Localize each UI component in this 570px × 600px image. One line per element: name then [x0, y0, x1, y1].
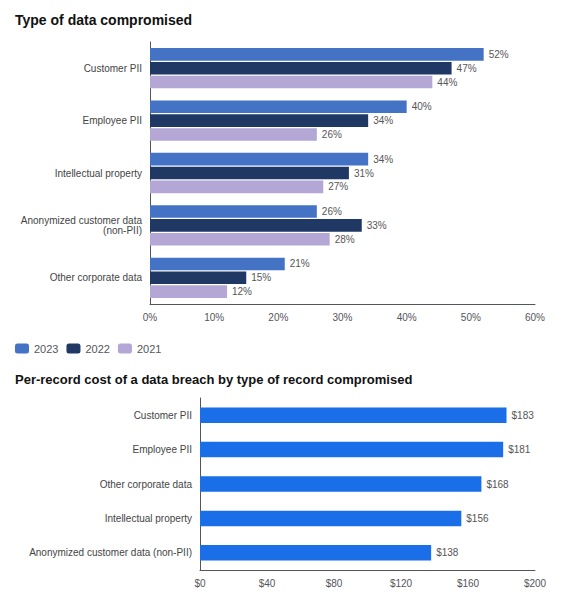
- svg-text:26%: 26%: [322, 206, 342, 217]
- svg-text:44%: 44%: [437, 77, 457, 88]
- svg-text:Other corporate data: Other corporate data: [100, 479, 193, 490]
- svg-text:50%: 50%: [461, 312, 481, 323]
- svg-text:12%: 12%: [232, 286, 252, 297]
- svg-text:$183: $183: [512, 410, 535, 421]
- svg-text:34%: 34%: [373, 115, 393, 126]
- svg-text:Intellectual property: Intellectual property: [55, 168, 142, 179]
- svg-text:Employee PII: Employee PII: [83, 115, 142, 126]
- svg-text:40%: 40%: [397, 312, 417, 323]
- svg-text:31%: 31%: [354, 168, 374, 179]
- svg-text:Customer PII: Customer PII: [84, 63, 142, 74]
- svg-text:$200: $200: [524, 578, 547, 589]
- svg-text:26%: 26%: [322, 129, 342, 140]
- svg-text:$181: $181: [508, 444, 531, 455]
- svg-text:34%: 34%: [373, 154, 393, 165]
- svg-text:28%: 28%: [335, 234, 355, 245]
- svg-text:Other corporate data: Other corporate data: [50, 272, 143, 283]
- svg-text:Anonymized customer data: Anonymized customer data: [20, 214, 142, 226]
- svg-text:$0: $0: [194, 578, 206, 589]
- svg-text:Type of data compromised: Type of data compromised: [15, 12, 192, 28]
- svg-text:60%: 60%: [525, 312, 545, 323]
- svg-text:$40: $40: [259, 578, 276, 589]
- svg-text:$120: $120: [390, 578, 413, 589]
- svg-text:Customer PII: Customer PII: [134, 410, 192, 421]
- svg-text:Per-record cost of a data brea: Per-record cost of a data breach by type…: [15, 372, 412, 387]
- svg-text:2023: 2023: [34, 343, 58, 355]
- svg-text:2022: 2022: [85, 343, 109, 355]
- svg-text:15%: 15%: [251, 272, 271, 283]
- svg-text:(non-PII): (non-PII): [103, 225, 142, 236]
- svg-text:$160: $160: [457, 578, 480, 589]
- svg-text:$168: $168: [486, 479, 509, 490]
- svg-text:47%: 47%: [457, 63, 477, 74]
- svg-text:$80: $80: [326, 578, 343, 589]
- svg-text:Anonymized customer data (non-: Anonymized customer data (non-PII): [29, 547, 192, 558]
- svg-text:20%: 20%: [268, 312, 288, 323]
- svg-text:$138: $138: [436, 547, 459, 558]
- svg-text:10%: 10%: [204, 312, 224, 323]
- svg-text:Employee PII: Employee PII: [133, 444, 192, 455]
- svg-text:21%: 21%: [290, 258, 310, 269]
- svg-text:30%: 30%: [332, 312, 352, 323]
- svg-text:Intellectual property: Intellectual property: [105, 513, 192, 524]
- svg-text:$156: $156: [466, 513, 489, 524]
- svg-text:33%: 33%: [367, 220, 387, 231]
- svg-text:0%: 0%: [143, 312, 158, 323]
- svg-text:40%: 40%: [412, 101, 432, 112]
- svg-text:27%: 27%: [328, 181, 348, 192]
- svg-text:2021: 2021: [137, 343, 161, 355]
- svg-text:52%: 52%: [489, 49, 509, 60]
